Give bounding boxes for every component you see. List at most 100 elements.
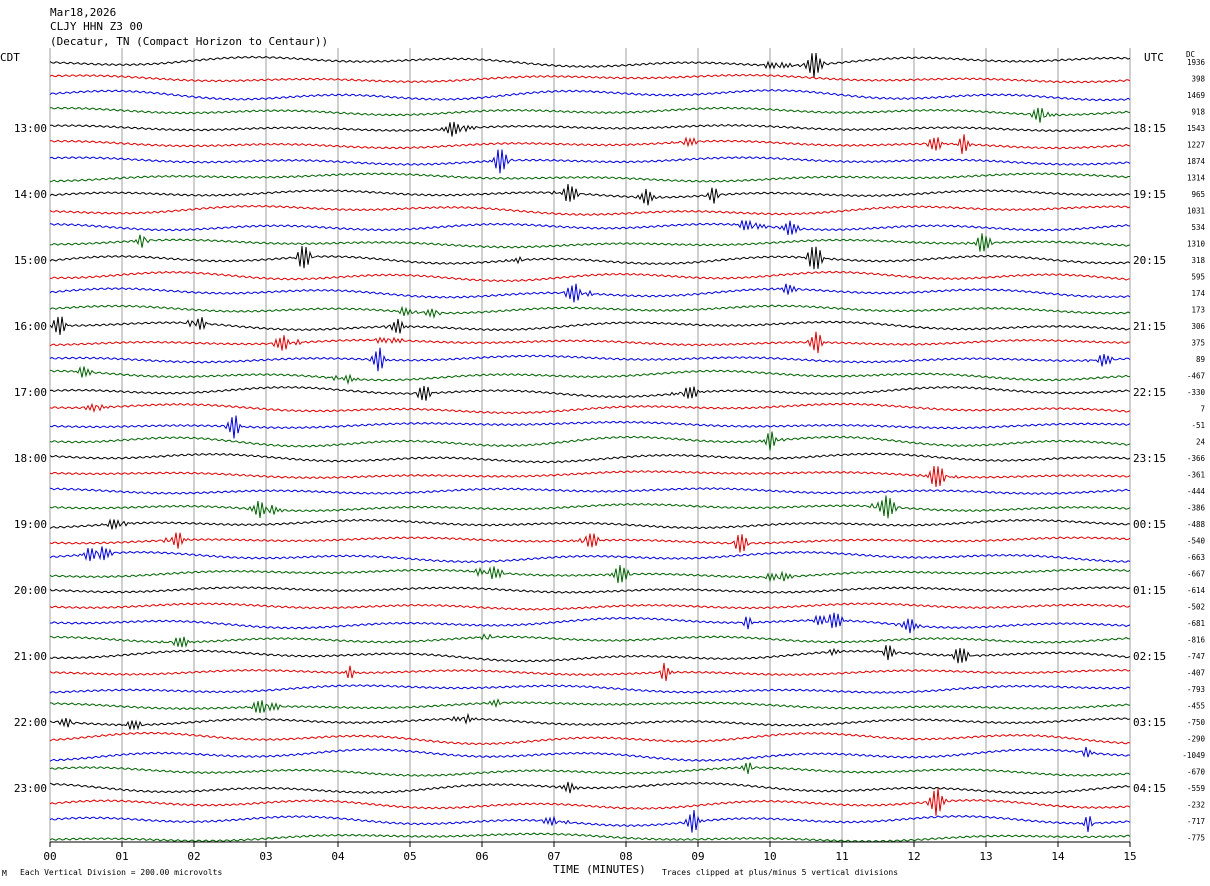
cdt-label-1700: 17:00	[14, 386, 47, 399]
trace-13	[49, 246, 1131, 270]
trace-5	[49, 121, 1131, 137]
dc-offset-28: -386	[1187, 504, 1206, 513]
dc-offset-26: -361	[1187, 471, 1205, 480]
cdt-label-1900: 19:00	[14, 518, 47, 531]
station-label: CLJY HHN Z3 00	[50, 20, 143, 33]
trace-25	[49, 452, 1131, 464]
dc-offset-37: -747	[1187, 652, 1205, 661]
trace-27	[49, 487, 1131, 495]
dc-offset-32: -667	[1187, 570, 1205, 579]
seismic-traces	[49, 52, 1131, 843]
location-label: (Decatur, TN (Compact Horizon to Centaur…	[50, 35, 328, 48]
trace-8	[49, 172, 1130, 183]
utc-label-0415: 04:15	[1133, 782, 1166, 795]
trace-45	[49, 781, 1131, 795]
trace-24	[49, 431, 1131, 451]
trace-17	[49, 316, 1131, 335]
dc-offset-3: 1469	[1187, 91, 1205, 100]
dc-offset-45: -559	[1187, 784, 1205, 793]
cdt-label-1600: 16:00	[14, 320, 47, 333]
dc-offset-47: -717	[1187, 817, 1205, 826]
trace-21	[49, 385, 1131, 401]
trace-30	[49, 532, 1131, 553]
dc-offset-4: 918	[1191, 108, 1205, 117]
dc-offset-34: -502	[1187, 603, 1205, 612]
x-tick-label-12: 12	[907, 850, 920, 863]
plot-header: Mar18,2026 CLJY HHN Z3 00 (Decatur, TN (…	[0, 6, 1195, 64]
dc-offset-19: 89	[1196, 355, 1205, 364]
utc-label-0315: 03:15	[1133, 716, 1166, 729]
dc-offset-16: 173	[1191, 306, 1205, 315]
dc-offset-31: -663	[1187, 553, 1205, 562]
dc-offset-9: 965	[1191, 190, 1205, 199]
utc-axis-title: UTC	[1144, 51, 1164, 64]
trace-38	[49, 662, 1131, 682]
trace-22	[49, 402, 1131, 415]
utc-label-2215: 22:15	[1133, 386, 1166, 399]
cdt-label-2200: 22:00	[14, 716, 47, 729]
trace-34	[49, 602, 1131, 611]
trace-20	[49, 366, 1131, 386]
dc-offset-48: -775	[1187, 834, 1205, 843]
dc-offset-18: 375	[1191, 339, 1205, 348]
cdt-label-1300: 13:00	[14, 122, 47, 135]
cdt-label-2100: 21:00	[14, 650, 47, 663]
trace-4	[50, 106, 1131, 123]
trace-14	[49, 270, 1131, 283]
x-tick-label-05: 05	[403, 850, 416, 863]
dc-offset-30: -540	[1187, 537, 1206, 546]
dc-offset-40: -455	[1187, 702, 1205, 711]
dc-offset-20: -467	[1187, 372, 1205, 381]
cdt-label-1400: 14:00	[14, 188, 47, 201]
x-tick-label-15: 15	[1123, 850, 1136, 863]
dc-offset-43: -1049	[1182, 751, 1205, 760]
dc-offset-24: 24	[1196, 438, 1206, 447]
date-label: Mar18,2026	[50, 6, 116, 19]
dc-offset-42: -290	[1187, 735, 1206, 744]
trace-46	[49, 787, 1131, 816]
utc-label-2315: 23:15	[1133, 452, 1166, 465]
x-tick-label-06: 06	[475, 850, 488, 863]
dc-offset-11: 534	[1191, 223, 1205, 232]
x-tick-label-10: 10	[763, 850, 776, 863]
trace-28	[49, 495, 1131, 519]
cdt-label-2000: 20:00	[14, 584, 47, 597]
x-tick-label-08: 08	[619, 850, 632, 863]
trace-33	[49, 586, 1131, 594]
dc-offset-14: 595	[1191, 273, 1205, 282]
dc-offset-17: 306	[1191, 322, 1205, 331]
dc-offset-35: -681	[1187, 619, 1205, 628]
x-tick-label-04: 04	[331, 850, 345, 863]
trace-6	[50, 134, 1131, 154]
dc-offset-23: -51	[1191, 421, 1205, 430]
plot-footer: M Each Vertical Division = 200.00 microv…	[2, 863, 898, 878]
dc-offset-15: 174	[1191, 289, 1205, 298]
trace-35	[49, 612, 1131, 634]
trace-23	[49, 415, 1131, 439]
cdt-time-labels: 13:00 14:00 15:00 16:00 17:00 18:00 19:00 20:00…	[14, 122, 47, 795]
x-tick-label-01: 01	[115, 850, 128, 863]
dc-offset-22: 7	[1200, 405, 1205, 414]
dc-offset-41: -750	[1187, 718, 1206, 727]
dc-offset-46: -232	[1187, 801, 1205, 810]
dc-offset-1: 1936	[1187, 58, 1206, 67]
trace-3	[49, 88, 1131, 102]
trace-32	[49, 564, 1131, 584]
trace-1	[49, 52, 1131, 78]
dc-offset-5: 1543	[1187, 124, 1205, 133]
trace-36	[49, 633, 1131, 648]
trace-39	[49, 684, 1131, 694]
utc-label-1815: 18:15	[1133, 122, 1166, 135]
dc-offset-21: -330	[1187, 388, 1206, 397]
x-tick-label-14: 14	[1051, 850, 1065, 863]
utc-label-0115: 01:15	[1133, 584, 1166, 597]
trace-2	[49, 73, 1131, 84]
dc-title: DC	[1186, 50, 1195, 59]
trace-43	[49, 746, 1131, 762]
x-tick-label-07: 07	[547, 850, 560, 863]
utc-label-0015: 00:15	[1133, 518, 1166, 531]
trace-47	[49, 809, 1131, 833]
dc-offset-29: -488	[1187, 520, 1206, 529]
trace-29	[49, 518, 1131, 530]
trace-31	[49, 546, 1131, 564]
